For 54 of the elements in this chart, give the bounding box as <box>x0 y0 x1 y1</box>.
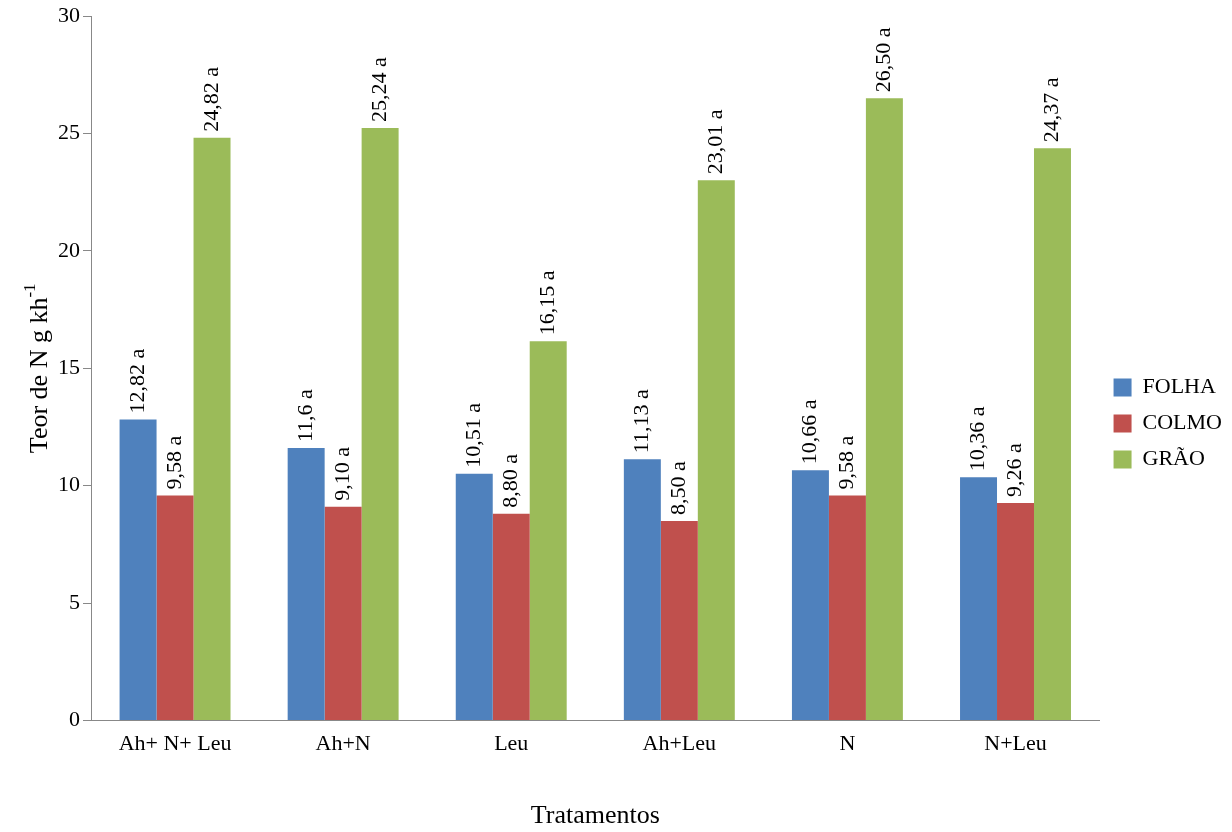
y-tick-label: 0 <box>69 706 80 732</box>
legend-label: GRÃO <box>1142 445 1205 471</box>
bar <box>697 180 735 720</box>
bar <box>623 459 661 720</box>
bar <box>865 98 903 720</box>
bar <box>997 503 1034 720</box>
bar <box>287 448 325 720</box>
x-tick-label: Ah+ N+ Leu <box>118 730 232 756</box>
data-label: 9,26 a <box>1001 443 1027 498</box>
x-tick-label: N+Leu <box>984 730 1047 756</box>
y-tick-label: 15 <box>58 354 80 380</box>
data-label: 24,82 a <box>197 66 223 132</box>
y-tick-label: 25 <box>58 119 80 145</box>
data-label: 9,10 a <box>328 446 354 501</box>
bar <box>529 341 567 720</box>
y-axis-title: Teor de N g kh-1 <box>20 283 53 454</box>
x-axis-title: Tratamentos <box>530 800 660 830</box>
bar <box>324 506 362 720</box>
x-tick-label: N <box>839 730 856 756</box>
data-label: 8,80 a <box>497 453 523 508</box>
y-tick-label: 5 <box>69 588 80 614</box>
bar <box>361 127 399 720</box>
bar <box>791 470 829 720</box>
x-tick-label: Ah+N <box>315 730 371 756</box>
data-label: 10,36 a <box>964 406 990 472</box>
legend-label: FOLHA <box>1142 373 1216 399</box>
y-tick-label: 20 <box>58 236 80 262</box>
y-tick-label: 30 <box>58 1 80 27</box>
x-tick-label: Leu <box>494 730 529 756</box>
data-label: 24,37 a <box>1038 77 1064 143</box>
data-label: 11,6 a <box>291 388 317 443</box>
bar <box>156 495 194 720</box>
bar <box>1033 148 1071 720</box>
data-label: 12,82 a <box>123 348 149 414</box>
data-label: 9,58 a <box>833 435 859 490</box>
bar <box>193 137 231 720</box>
data-label: 10,66 a <box>796 399 822 465</box>
data-label: 25,24 a <box>365 56 391 122</box>
data-label: 26,50 a <box>870 27 896 93</box>
bar <box>455 473 493 720</box>
bar <box>828 495 866 720</box>
data-label: 11,13 a <box>628 388 654 454</box>
x-tick-label: Ah+Leu <box>642 730 717 756</box>
legend-label: COLMO <box>1142 409 1222 435</box>
bar <box>492 513 530 720</box>
data-label: 8,50 a <box>665 460 691 515</box>
data-label: 16,15 a <box>533 270 559 336</box>
bar <box>119 419 157 720</box>
y-tick-label: 10 <box>58 471 80 497</box>
data-label: 10,51 a <box>460 402 486 468</box>
data-label: 23,01 a <box>702 109 728 175</box>
bar <box>660 520 698 720</box>
bar <box>960 477 998 720</box>
data-label: 9,58 a <box>160 435 186 490</box>
